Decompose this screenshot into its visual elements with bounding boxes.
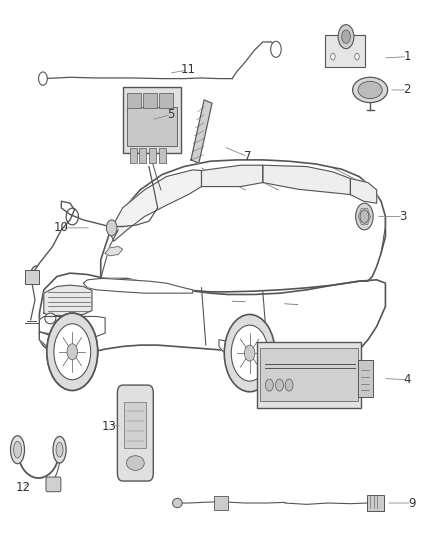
- Ellipse shape: [11, 436, 25, 464]
- FancyBboxPatch shape: [159, 148, 166, 163]
- Polygon shape: [39, 332, 96, 352]
- FancyBboxPatch shape: [124, 402, 146, 448]
- Ellipse shape: [45, 313, 56, 324]
- Polygon shape: [110, 170, 201, 241]
- Circle shape: [67, 344, 78, 360]
- FancyBboxPatch shape: [358, 360, 373, 397]
- Circle shape: [244, 345, 255, 361]
- Polygon shape: [263, 165, 350, 195]
- Polygon shape: [191, 100, 212, 163]
- Polygon shape: [39, 273, 385, 358]
- Polygon shape: [219, 340, 280, 357]
- Text: 4: 4: [403, 373, 411, 386]
- Polygon shape: [105, 247, 123, 256]
- Ellipse shape: [353, 77, 388, 102]
- Polygon shape: [39, 317, 105, 336]
- Circle shape: [224, 314, 275, 392]
- Ellipse shape: [56, 442, 63, 457]
- FancyBboxPatch shape: [367, 495, 384, 511]
- Circle shape: [331, 53, 335, 60]
- Circle shape: [285, 379, 293, 391]
- Polygon shape: [201, 165, 263, 187]
- Circle shape: [338, 25, 354, 49]
- FancyBboxPatch shape: [143, 93, 157, 108]
- Text: 1: 1: [403, 50, 411, 63]
- Polygon shape: [350, 179, 377, 203]
- FancyBboxPatch shape: [214, 496, 228, 510]
- FancyBboxPatch shape: [260, 349, 358, 401]
- Circle shape: [271, 41, 281, 57]
- Ellipse shape: [127, 456, 144, 470]
- Circle shape: [265, 379, 273, 391]
- Text: 13: 13: [102, 420, 117, 433]
- FancyBboxPatch shape: [159, 93, 173, 108]
- Ellipse shape: [14, 441, 21, 458]
- Circle shape: [342, 30, 350, 43]
- Ellipse shape: [53, 437, 66, 463]
- Text: 7: 7: [244, 150, 251, 163]
- Polygon shape: [83, 278, 193, 293]
- Ellipse shape: [173, 498, 182, 507]
- Text: 3: 3: [399, 210, 406, 223]
- Polygon shape: [101, 160, 385, 292]
- Text: 9: 9: [408, 497, 416, 510]
- FancyBboxPatch shape: [127, 107, 177, 146]
- FancyBboxPatch shape: [123, 87, 181, 152]
- FancyBboxPatch shape: [46, 477, 61, 491]
- FancyBboxPatch shape: [325, 35, 365, 67]
- Ellipse shape: [358, 82, 382, 99]
- Circle shape: [54, 324, 91, 379]
- Circle shape: [39, 72, 47, 85]
- Circle shape: [47, 313, 98, 390]
- FancyBboxPatch shape: [25, 270, 39, 285]
- Text: 5: 5: [167, 108, 174, 121]
- FancyBboxPatch shape: [257, 343, 361, 408]
- FancyBboxPatch shape: [149, 148, 156, 163]
- FancyBboxPatch shape: [139, 148, 146, 163]
- Text: 2: 2: [403, 84, 411, 96]
- FancyBboxPatch shape: [117, 385, 153, 481]
- Ellipse shape: [53, 325, 61, 331]
- FancyBboxPatch shape: [130, 148, 137, 163]
- Polygon shape: [44, 285, 92, 316]
- Text: 11: 11: [181, 63, 196, 76]
- Circle shape: [106, 220, 117, 236]
- Circle shape: [356, 203, 373, 230]
- Circle shape: [276, 379, 283, 391]
- FancyBboxPatch shape: [127, 93, 141, 108]
- Text: 10: 10: [54, 221, 69, 235]
- Circle shape: [231, 325, 268, 381]
- Circle shape: [355, 53, 359, 60]
- Text: 12: 12: [15, 481, 30, 494]
- Circle shape: [47, 313, 98, 390]
- Circle shape: [360, 210, 369, 223]
